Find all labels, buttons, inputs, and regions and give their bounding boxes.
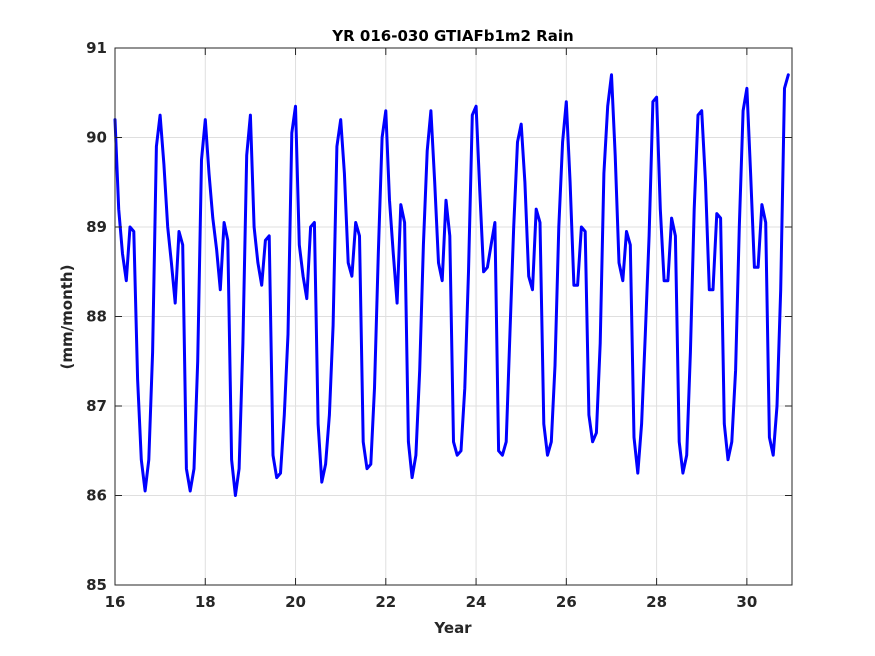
x-tick-label: 24 [466,593,487,611]
y-tick-label: 85 [86,576,107,594]
x-tick-label: 20 [285,593,306,611]
tick-labels: 16 18 20 22 24 26 28 30 85 86 87 88 89 90 91 [86,39,757,611]
tick-marks [114,47,792,586]
chart-title: YR 016-030 GTIAFb1m2 Rain [331,27,573,45]
series-layer [113,73,790,497]
x-tick-label: 16 [105,593,126,611]
x-tick-label: 28 [646,593,667,611]
y-tick-label: 89 [86,218,107,236]
y-tick-label: 91 [86,39,107,57]
rain-series-line [113,73,790,497]
x-tick-label: 22 [375,593,396,611]
y-tick-label: 90 [86,129,107,147]
x-tick-label: 30 [736,593,757,611]
y-tick-label: 88 [86,308,107,326]
y-tick-label: 86 [86,487,107,505]
x-tick-label: 18 [195,593,216,611]
x-axis-title: Year [433,619,472,637]
y-axis-title: (mm/month) [58,265,76,370]
x-tick-label: 26 [556,593,577,611]
y-tick-label: 87 [86,397,107,415]
